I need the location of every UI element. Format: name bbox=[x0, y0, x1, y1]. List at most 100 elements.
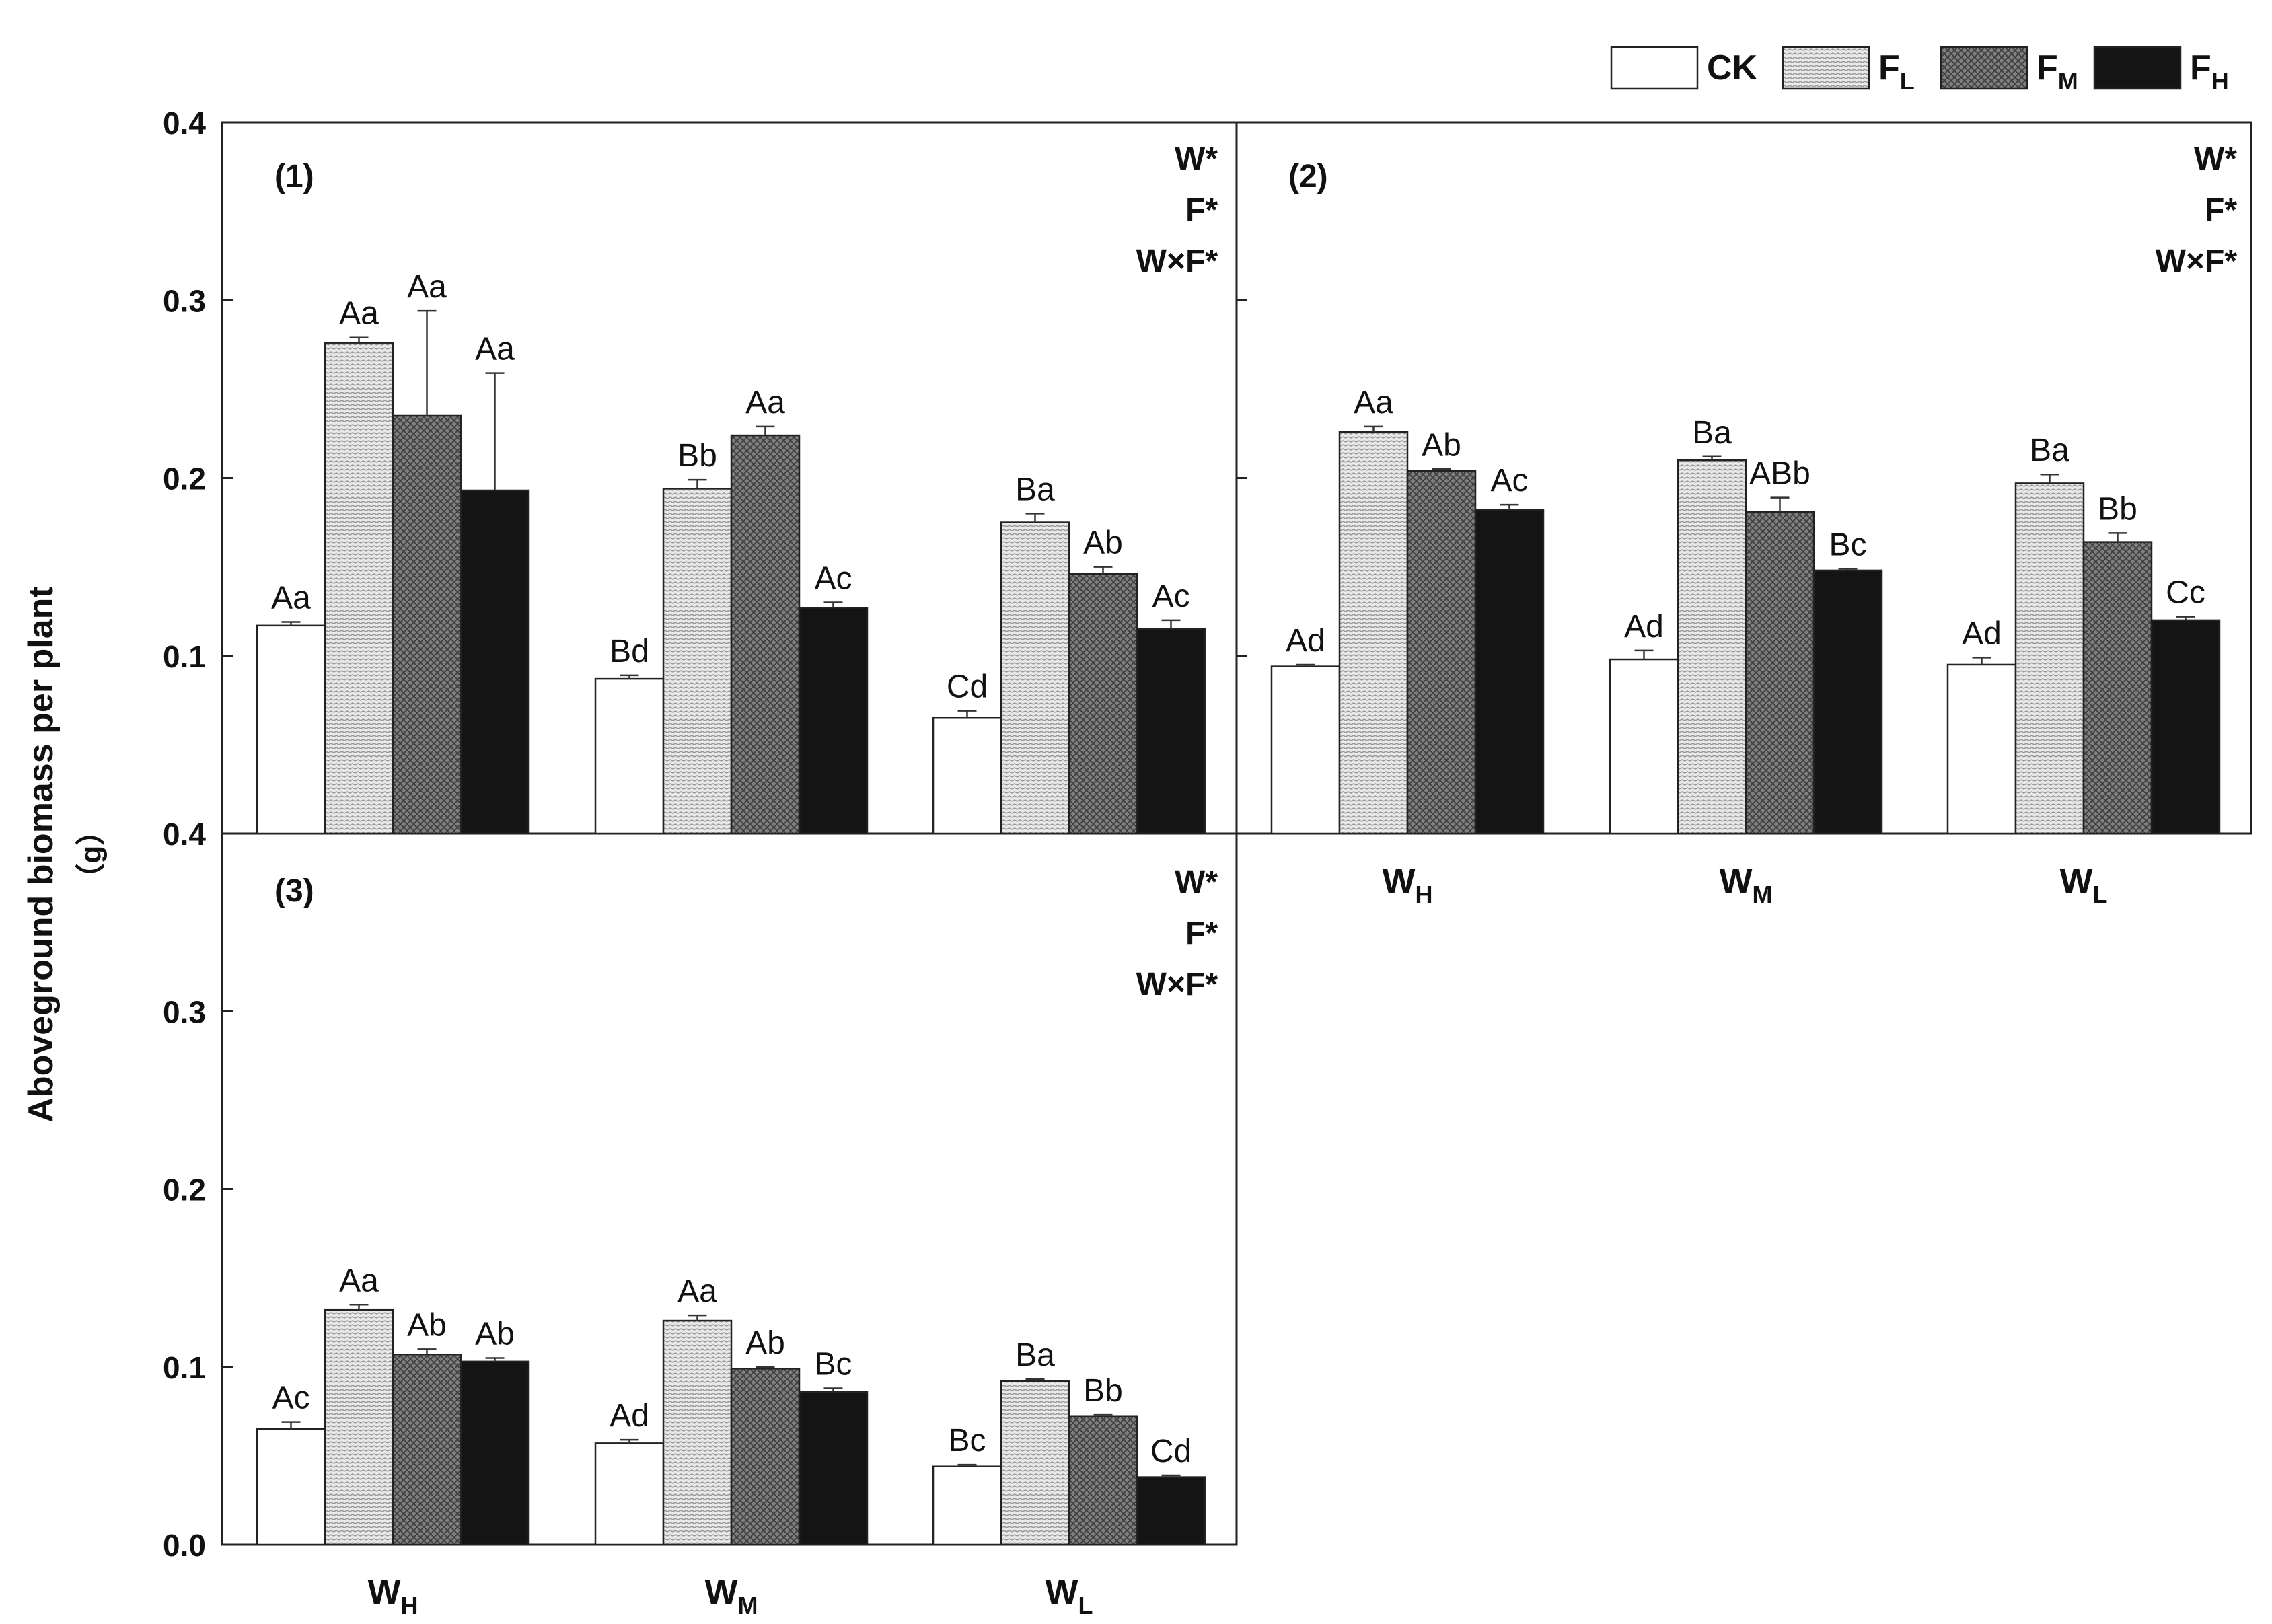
significance-letter: ABb bbox=[1749, 456, 1810, 492]
significance-letter: Ba bbox=[2030, 433, 2069, 468]
bar-fh-wl bbox=[1136, 628, 1206, 835]
bar-fl-wm bbox=[662, 488, 733, 835]
significance-letter: Bb bbox=[677, 438, 717, 474]
y-tick-label: 0.4 bbox=[163, 106, 206, 141]
bar-ck-wl bbox=[932, 1465, 1002, 1546]
bar-fm-wh bbox=[392, 414, 462, 835]
legend-label-fh: FH bbox=[2190, 48, 2229, 95]
significance-letter: Bb bbox=[1083, 1373, 1123, 1409]
panel-title: (3) bbox=[274, 873, 314, 909]
panel-title: (1) bbox=[274, 159, 314, 194]
bar-fm-wm bbox=[730, 434, 801, 835]
significance-letter: Aa bbox=[1354, 385, 1393, 420]
significance-letter: Ab bbox=[745, 1325, 785, 1361]
significance-letter: Aa bbox=[677, 1274, 717, 1309]
significance-letter: Ad bbox=[1624, 609, 1664, 644]
bar-fh-wl bbox=[1136, 1476, 1206, 1546]
bar-ck-wl bbox=[932, 716, 1002, 835]
legend-label-ck: CK bbox=[1707, 48, 1758, 87]
significance-letter: Ac bbox=[1490, 463, 1528, 499]
significance-letter: Aa bbox=[475, 332, 515, 367]
significance-letter: Cd bbox=[1150, 1434, 1192, 1469]
significance-letter: Ba bbox=[1692, 415, 1732, 451]
x-category-label: WM bbox=[704, 1573, 758, 1619]
significance-letter: Bb bbox=[2098, 491, 2137, 527]
y-tick-label: 0.0 bbox=[163, 1528, 206, 1563]
y-tick-label: 0.2 bbox=[163, 462, 206, 496]
significance-letter: Bc bbox=[948, 1423, 986, 1459]
y-tick-label: 0.4 bbox=[163, 817, 206, 852]
significance-summary: W×F* bbox=[1136, 244, 1218, 279]
bar-fh-wh bbox=[1474, 509, 1545, 835]
y-tick-label: 0.3 bbox=[163, 994, 206, 1029]
bar-fm-wl bbox=[1068, 573, 1138, 835]
legend-swatch-fh bbox=[2093, 46, 2182, 90]
x-category-label: WM bbox=[1719, 862, 1772, 908]
x-category-label: WH bbox=[1382, 862, 1432, 908]
significance-letter: Bc bbox=[814, 1346, 852, 1382]
bar-ck-wm bbox=[594, 1442, 665, 1546]
x-category-label: WH bbox=[367, 1573, 418, 1619]
significance-summary: F* bbox=[2205, 192, 2237, 228]
bar-fh-wh bbox=[460, 489, 530, 835]
significance-letter: Bc bbox=[1829, 527, 1866, 562]
significance-letter: Ad bbox=[610, 1398, 649, 1434]
significance-letter: Ac bbox=[814, 560, 852, 596]
legend-label-fl: FL bbox=[1878, 48, 1915, 95]
significance-letter: Cd bbox=[947, 669, 988, 705]
significance-letter: Aa bbox=[745, 385, 785, 420]
y-axis-title: Aboveground biomass per plant bbox=[22, 586, 61, 1122]
bar-fh-wh bbox=[460, 1360, 530, 1546]
y-axis-unit: （g） bbox=[75, 816, 108, 893]
bar-fl-wl bbox=[1000, 1380, 1070, 1546]
bar-ck-wh bbox=[256, 624, 326, 835]
significance-letter: Aa bbox=[407, 269, 447, 305]
bar-fm-wm bbox=[730, 1368, 801, 1546]
significance-summary: W* bbox=[1175, 864, 1218, 900]
significance-letter: Ab bbox=[1083, 525, 1123, 561]
bar-fl-wl bbox=[1000, 521, 1070, 835]
significance-letter: Ab bbox=[407, 1307, 447, 1343]
legend-swatch-fl bbox=[1782, 46, 1870, 90]
bar-fm-wl bbox=[2082, 541, 2153, 835]
bar-fm-wl bbox=[1068, 1415, 1138, 1546]
bar-fl-wh bbox=[324, 1308, 394, 1546]
bar-fh-wl bbox=[2150, 619, 2221, 835]
bar-fm-wh bbox=[1406, 470, 1477, 835]
x-category-label: WL bbox=[1045, 1573, 1093, 1619]
bar-fl-wh bbox=[1338, 431, 1409, 835]
significance-letter: Ad bbox=[1962, 616, 2002, 651]
bar-ck-wm bbox=[1609, 658, 1679, 835]
bar-fl-wm bbox=[1677, 459, 1747, 835]
significance-summary: W×F* bbox=[1136, 967, 1218, 1002]
significance-letter: Ac bbox=[1152, 579, 1189, 614]
y-tick-label: 0.2 bbox=[163, 1173, 206, 1208]
significance-summary: F* bbox=[1185, 192, 1218, 228]
bar-ck-wl bbox=[1946, 663, 2017, 835]
bar-fh-wm bbox=[798, 1391, 869, 1546]
significance-letter: Ac bbox=[272, 1380, 309, 1416]
legend-swatch-ck bbox=[1610, 46, 1699, 90]
significance-summary: W×F* bbox=[2156, 244, 2238, 279]
bar-ck-wh bbox=[256, 1428, 326, 1546]
y-tick-label: 0.1 bbox=[163, 1350, 206, 1385]
significance-letter: Aa bbox=[271, 581, 311, 616]
significance-letter: Aa bbox=[339, 296, 379, 332]
significance-summary: W* bbox=[1175, 141, 1218, 177]
bar-ck-wh bbox=[1270, 665, 1341, 835]
bar-fm-wh bbox=[392, 1354, 462, 1546]
significance-letter: Ab bbox=[1422, 427, 1461, 463]
legend-label-fm: FM bbox=[2037, 48, 2078, 95]
bar-fh-wm bbox=[798, 607, 869, 835]
significance-letter: Bd bbox=[610, 634, 649, 669]
significance-letter: Ba bbox=[1015, 472, 1055, 507]
bar-fl-wh bbox=[324, 342, 394, 835]
bar-fh-wm bbox=[1812, 569, 1883, 835]
legend-swatch-fm bbox=[1940, 46, 2028, 90]
bar-fm-wm bbox=[1745, 511, 1815, 835]
panel-title: (2) bbox=[1288, 159, 1328, 194]
y-tick-label: 0.1 bbox=[163, 639, 206, 674]
significance-summary: F* bbox=[1185, 916, 1218, 951]
x-category-label: WL bbox=[2059, 862, 2107, 908]
